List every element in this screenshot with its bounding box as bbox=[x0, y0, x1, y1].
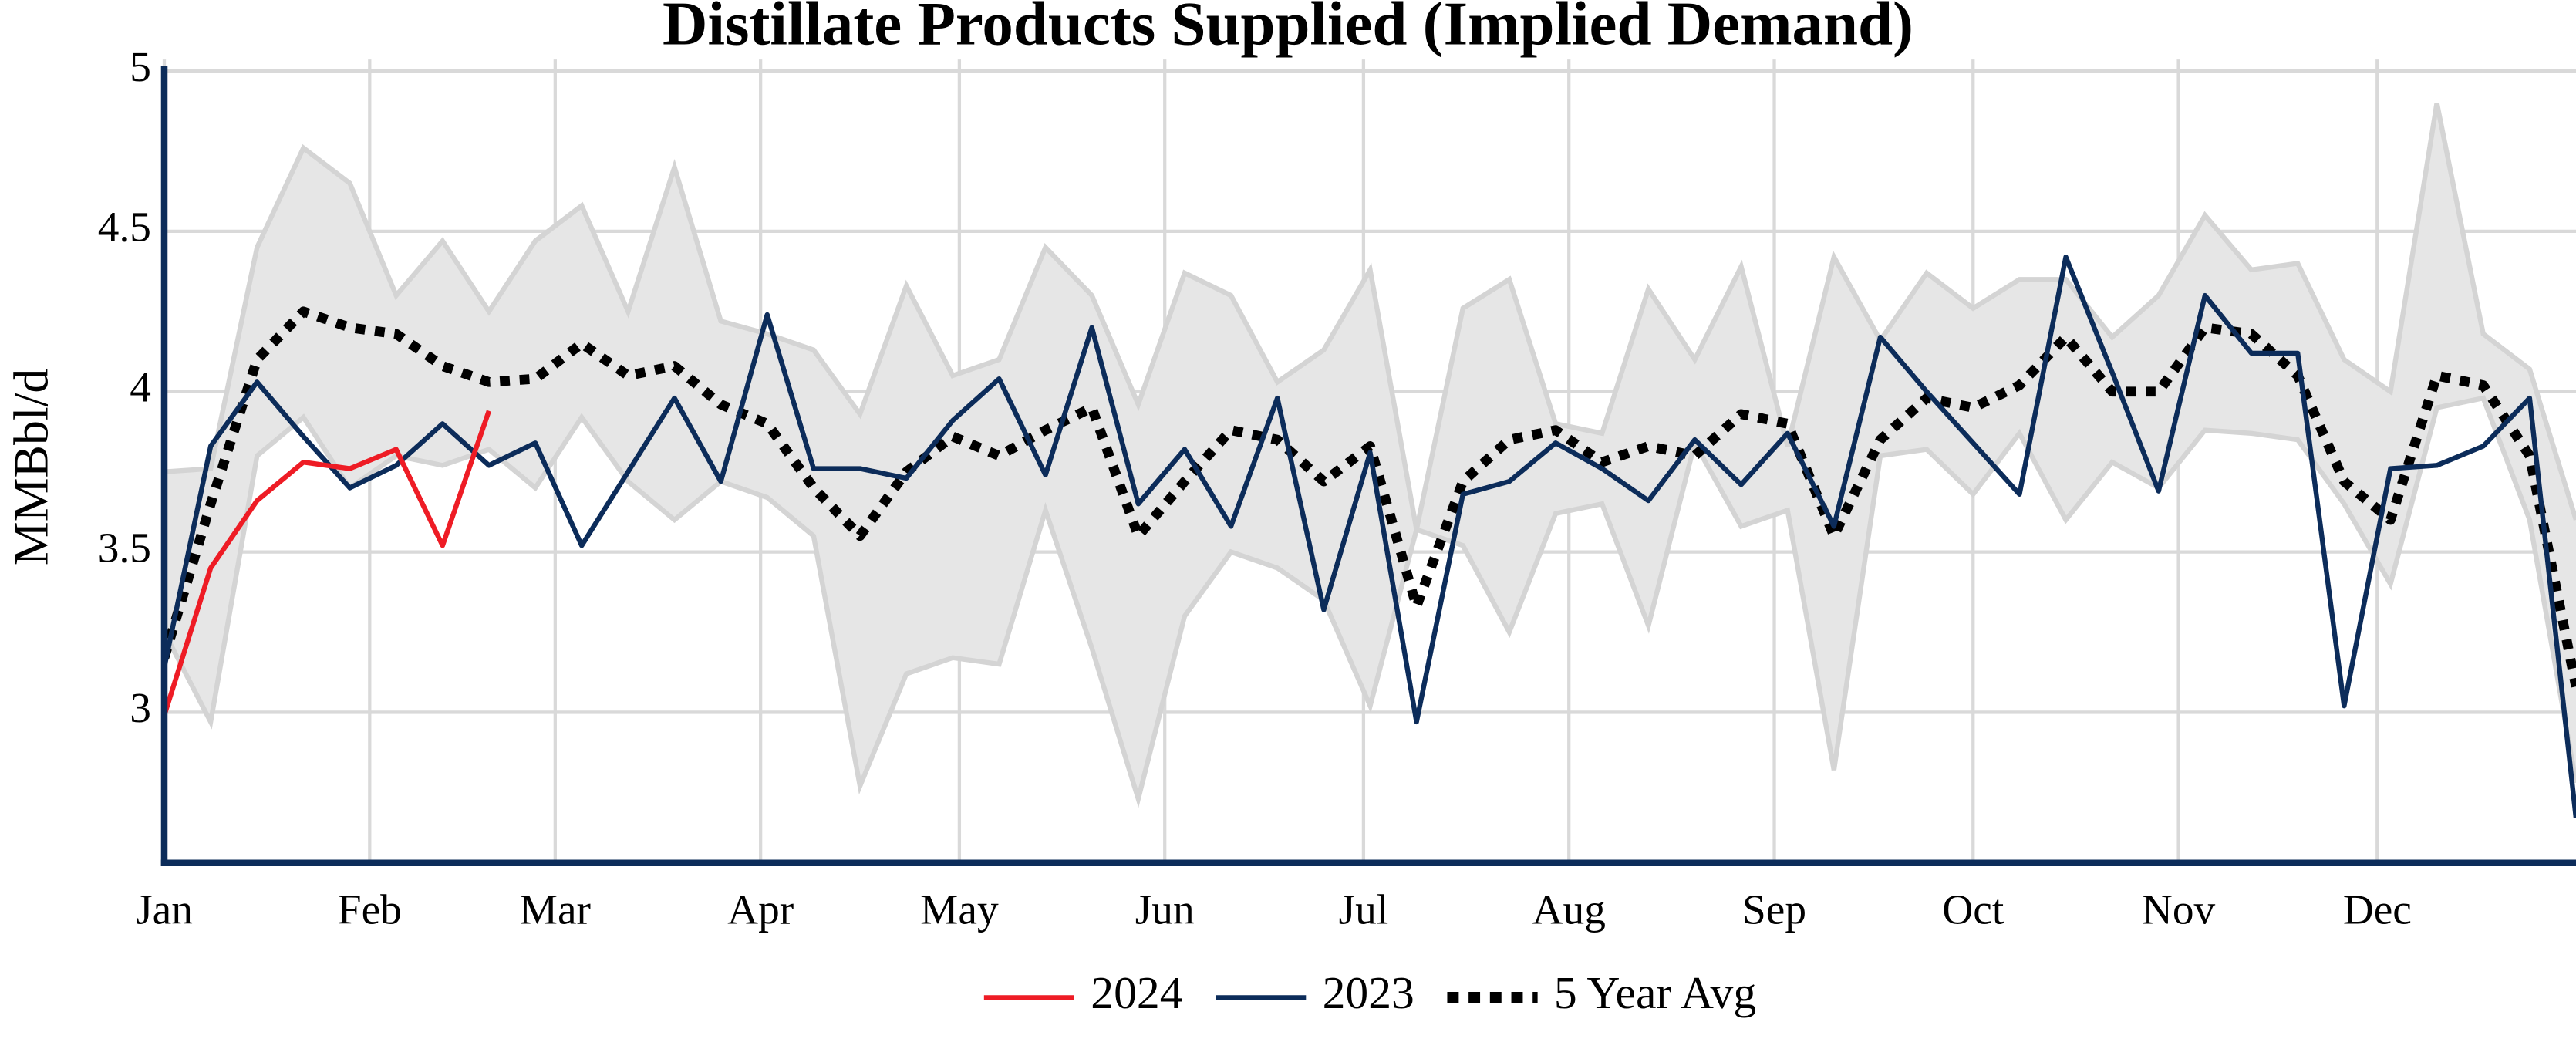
legend-item: 5 Year Avg bbox=[1447, 967, 1756, 1018]
range-edge bbox=[164, 103, 2576, 531]
x-tick-label: Aug bbox=[1532, 886, 1606, 933]
x-tick-label: Jun bbox=[1135, 886, 1195, 933]
x-tick-label: Feb bbox=[338, 886, 402, 933]
range-edge bbox=[164, 395, 2576, 808]
y-tick-label: 4.5 bbox=[98, 204, 151, 251]
x-tick-label: May bbox=[920, 886, 999, 933]
x-tick-label: Mar bbox=[520, 886, 591, 933]
y-tick-label: 3.5 bbox=[98, 524, 151, 571]
legend-label: 2024 bbox=[1091, 967, 1182, 1018]
x-tick-label: Nov bbox=[2142, 886, 2216, 933]
x-tick-label: Sep bbox=[1742, 886, 1806, 933]
legend-item: 2024 bbox=[983, 967, 1183, 1018]
series-line bbox=[164, 306, 2576, 688]
legend-label: 5 Year Avg bbox=[1554, 967, 1756, 1018]
y-tick-label: 5 bbox=[130, 43, 151, 90]
x-tick-label: Jan bbox=[136, 886, 193, 933]
legend-label: 2023 bbox=[1323, 967, 1414, 1018]
x-tick-label: Dec bbox=[2343, 886, 2412, 933]
series-line bbox=[164, 410, 491, 717]
chart-title: Distillate Products Supplied (Implied De… bbox=[663, 0, 1913, 58]
x-tick-label: Apr bbox=[727, 886, 794, 933]
x-tick-label: Oct bbox=[1942, 886, 2004, 933]
y-tick-label: 4 bbox=[130, 363, 151, 410]
x-tick-label: Jul bbox=[1339, 886, 1389, 933]
y-tick-label: 3 bbox=[130, 684, 151, 731]
y-axis-label: MMBbl/d bbox=[4, 369, 59, 566]
legend-item: 2023 bbox=[1216, 967, 1414, 1018]
series-line bbox=[164, 254, 2576, 818]
